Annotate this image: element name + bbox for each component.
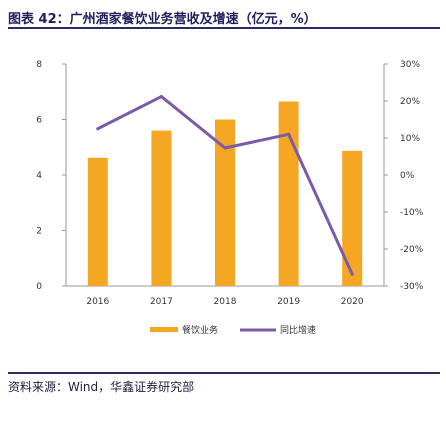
x-tick-label: 2020: [341, 297, 364, 307]
right-axis-labels: -30% -20% -10% 0% 10% 20% 30%: [400, 60, 424, 292]
right-tick-label: 20%: [400, 97, 420, 107]
left-tick-label: 8: [36, 60, 42, 70]
left-tick-label: 4: [36, 171, 42, 181]
bar: [342, 150, 363, 286]
chart-legend: 餐饮业务 同比增速: [150, 324, 316, 336]
line-point: [350, 272, 354, 276]
chart-title: 图表 42：广州酒家餐饮业务营收及增速（亿元，%）: [8, 12, 317, 27]
left-tick-label: 2: [36, 227, 42, 237]
left-axis-labels: 0 2 4 6 8: [36, 60, 42, 292]
source-note: 资料来源：Wind，华鑫证券研究部: [8, 380, 195, 394]
right-tick-label: -10%: [400, 208, 424, 218]
legend-line-label: 同比增速: [280, 324, 316, 336]
legend-bar-swatch: [150, 327, 178, 332]
right-tick-label: 30%: [400, 60, 420, 70]
line-point: [223, 146, 227, 150]
legend-bar-label: 餐饮业务: [182, 324, 218, 336]
right-tick-label: 0%: [400, 171, 415, 181]
left-tick-label: 0: [36, 282, 42, 292]
line-point: [287, 132, 291, 136]
bar-series: [87, 101, 363, 287]
bar: [215, 119, 235, 286]
title-divider: [8, 27, 440, 29]
right-tick-label: -30%: [400, 282, 424, 292]
bar: [278, 101, 299, 287]
footer-divider: [8, 372, 440, 374]
line-point: [96, 127, 100, 131]
bar: [151, 130, 172, 286]
line-point: [159, 95, 163, 99]
right-tick-label: -20%: [400, 245, 424, 255]
bar: [87, 157, 108, 286]
x-tick-label: 2019: [277, 297, 300, 307]
left-tick-label: 6: [36, 116, 42, 126]
x-tick-label: 2018: [214, 297, 237, 307]
right-tick-label: 10%: [400, 134, 420, 144]
x-tick-label: 2017: [150, 297, 173, 307]
x-tick-label: 2016: [86, 297, 109, 307]
line-series: [96, 95, 354, 276]
chart: 2016 2017 2018 2019 2020 0 2 4 6 8 -30% -20% -10% 0…: [36, 60, 424, 336]
x-axis-labels: 2016 2017 2018 2019 2020: [86, 297, 364, 307]
